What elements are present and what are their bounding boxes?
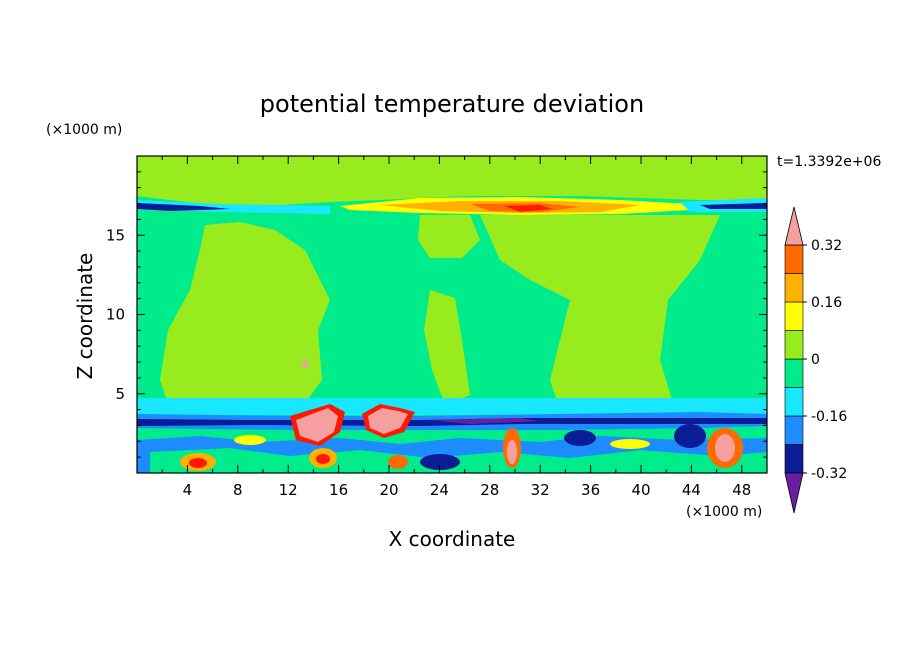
- x-tick-label: 36: [581, 481, 600, 499]
- warm-cell-3: [388, 455, 408, 469]
- colorbar-segment: [784, 244, 804, 274]
- boundary-cold-layer: [137, 398, 767, 418]
- x-axis-ticks: 4 8 12 16 20 24 28 32 36 40 44 48: [161, 156, 751, 499]
- x-tick-label: 8: [233, 481, 243, 499]
- pink-spot: [302, 360, 308, 368]
- colorbar-bottom-arrow: [784, 472, 804, 514]
- x-tick-label: 20: [379, 481, 398, 499]
- colorbar-tick-label: 0: [811, 352, 820, 368]
- x-axis-label: X coordinate: [389, 527, 516, 551]
- colorbar-tick-label: -0.32: [811, 466, 847, 482]
- y-tick-label: 5: [115, 385, 125, 403]
- warm-cell-4-core: [507, 440, 517, 464]
- x-tick-label: 4: [183, 481, 193, 499]
- plume-1: [160, 222, 330, 412]
- y-axis-label: Z coordinate: [73, 253, 97, 380]
- x-tick-label: 12: [279, 481, 298, 499]
- warm-cell-5-core: [715, 434, 735, 462]
- colorbar-segment: [784, 387, 804, 417]
- yellow-cell-2: [610, 439, 650, 449]
- x-unit-label: (×1000 m): [686, 504, 762, 520]
- boundary-purple-strip: [430, 418, 540, 424]
- cold-cell-1: [420, 454, 460, 470]
- cold-cell-2: [564, 430, 596, 446]
- upper-positive-region: [137, 156, 767, 206]
- colorbar-segment: [784, 444, 804, 474]
- y-axis-ticks: 5 10 15: [106, 171, 767, 458]
- x-tick-label: 16: [329, 481, 348, 499]
- colorbar-segment: [784, 273, 804, 303]
- colorbar-tick-label: 0.32: [811, 238, 842, 254]
- x-tick-label: 32: [531, 481, 550, 499]
- plume-5: [580, 228, 600, 246]
- y-tick-label: 10: [106, 306, 125, 324]
- x-tick-label: 44: [682, 481, 701, 499]
- yellow-cell-1: [234, 435, 266, 445]
- y-tick-label: 15: [106, 226, 125, 244]
- colorbar: 0.32 0.16 0 -0.16 -0.32: [784, 206, 847, 514]
- colorbar-tick-label: -0.16: [811, 409, 847, 425]
- colorbar-top-arrow: [784, 206, 804, 246]
- colorbar-segment: [784, 415, 804, 445]
- cold-cell-3: [674, 424, 706, 448]
- colorbar-segment: [784, 301, 804, 331]
- pink-blob-1-core: [296, 408, 338, 442]
- plume-2: [418, 215, 480, 258]
- upper-cold-core-left: [137, 203, 230, 211]
- plume-4: [480, 215, 720, 412]
- warm-cell-2-core: [316, 454, 330, 464]
- warm-cell-1-core: [189, 458, 207, 468]
- x-tick-label: 24: [430, 481, 449, 499]
- x-tick-label: 48: [732, 481, 751, 499]
- plume-3: [424, 290, 470, 405]
- time-label: t=1.3392e+06: [777, 154, 881, 170]
- plot-field: [137, 156, 767, 473]
- upper-hot-spot: [505, 205, 552, 212]
- colorbar-segment: [784, 358, 804, 388]
- y-unit-label: (×1000 m): [46, 122, 122, 138]
- pink-blob-2-core: [368, 408, 408, 434]
- colorbar-segment: [784, 330, 804, 360]
- colorbar-tick-label: 0.16: [811, 295, 842, 311]
- chart-title: potential temperature deviation: [260, 90, 644, 118]
- x-tick-label: 28: [480, 481, 499, 499]
- upper-cold-band-left: [137, 200, 330, 214]
- upper-cold-core-right: [700, 203, 767, 209]
- x-tick-label: 40: [631, 481, 650, 499]
